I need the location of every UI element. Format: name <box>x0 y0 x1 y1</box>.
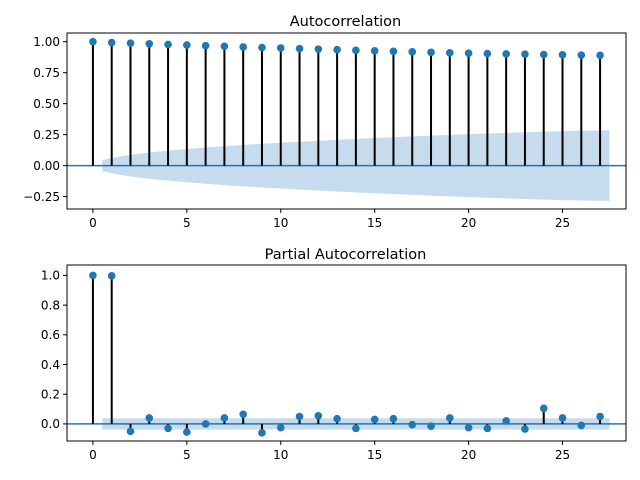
data-point <box>183 428 191 436</box>
data-point <box>352 46 360 55</box>
data-point <box>164 40 172 49</box>
data-point <box>539 50 548 59</box>
data-point <box>408 48 417 56</box>
data-point <box>370 415 379 424</box>
data-point <box>126 427 135 436</box>
data-point <box>558 414 567 422</box>
data-point <box>446 414 454 422</box>
x-tick-label: 10 <box>273 216 288 230</box>
y-tick-label: 0.6 <box>41 328 60 342</box>
data-point <box>276 44 285 52</box>
data-point <box>314 45 323 53</box>
data-point <box>107 38 116 47</box>
y-tick-label: 0.50 <box>33 97 60 111</box>
data-point <box>314 411 323 420</box>
data-point <box>220 414 229 422</box>
y-tick-label: 0.75 <box>33 66 60 80</box>
data-point <box>521 425 529 433</box>
x-tick-label: 25 <box>555 216 570 230</box>
x-tick-label: 10 <box>273 448 288 462</box>
y-tick-label: 1.00 <box>33 35 60 49</box>
x-tick-label: 25 <box>555 448 570 462</box>
x-tick-label: 0 <box>89 216 97 230</box>
data-point <box>464 423 473 432</box>
data-point <box>464 49 473 58</box>
x-tick-label: 5 <box>183 448 191 462</box>
data-point <box>164 424 172 433</box>
data-point <box>333 45 341 54</box>
data-point <box>145 39 154 48</box>
y-tick-label: 0.8 <box>41 298 60 312</box>
data-point <box>258 429 266 437</box>
data-point <box>276 423 285 432</box>
partial-autocorrelation-panel: Partial Autocorrelation 0 5 10 15 20 25 0.0 0.… <box>41 247 627 462</box>
data-point <box>577 421 586 430</box>
x-tick-label: 15 <box>367 448 382 462</box>
data-point <box>89 37 97 46</box>
y-tick-label: 0.2 <box>41 388 60 402</box>
data-point <box>483 49 492 58</box>
data-point <box>558 51 567 59</box>
data-point <box>89 271 97 280</box>
x-tick-label: 20 <box>461 448 476 462</box>
data-point <box>596 51 604 60</box>
data-point <box>239 43 247 51</box>
y-tick-label: 0.25 <box>33 128 60 142</box>
y-tick-label: 1.0 <box>41 269 60 283</box>
data-point <box>239 410 247 419</box>
axes-frame <box>66 32 627 210</box>
data-point <box>126 39 135 47</box>
x-tick-label: 15 <box>367 216 382 230</box>
x-tick-label: 5 <box>183 216 191 230</box>
data-point <box>258 43 266 52</box>
data-point <box>539 404 548 413</box>
x-tick-label: 20 <box>461 216 476 230</box>
data-point <box>389 414 398 423</box>
chart-title: Autocorrelation <box>290 14 401 30</box>
data-point <box>352 424 360 433</box>
data-point <box>502 50 510 58</box>
data-point <box>295 412 304 421</box>
data-point <box>483 424 492 433</box>
data-point <box>220 42 229 51</box>
data-point <box>389 47 398 56</box>
data-point <box>446 49 454 57</box>
data-point <box>408 420 417 429</box>
y-tick-label: 0.4 <box>41 358 60 372</box>
data-point <box>502 417 510 425</box>
autocorrelation-panel: Autocorrelation 0 5 10 15 20 25 −0.25 0.00 0.25… <box>23 14 627 230</box>
y-tick-label: 0.0 <box>41 417 60 431</box>
data-point <box>427 422 435 430</box>
data-point <box>370 47 379 55</box>
data-point <box>295 44 304 53</box>
y-tick-label: −0.25 <box>23 190 60 204</box>
data-point <box>333 414 341 423</box>
data-point <box>145 414 154 422</box>
data-point <box>201 420 210 428</box>
data-point <box>201 41 210 50</box>
chart-title: Partial Autocorrelation <box>265 247 427 263</box>
data-point <box>183 41 191 49</box>
x-tick-label: 0 <box>89 448 97 462</box>
data-point <box>107 272 116 280</box>
axes-frame <box>66 264 627 442</box>
data-point <box>521 50 529 58</box>
data-point <box>577 51 586 59</box>
data-point <box>427 48 435 57</box>
y-tick-label: 0.00 <box>33 159 60 173</box>
data-point <box>596 412 604 421</box>
